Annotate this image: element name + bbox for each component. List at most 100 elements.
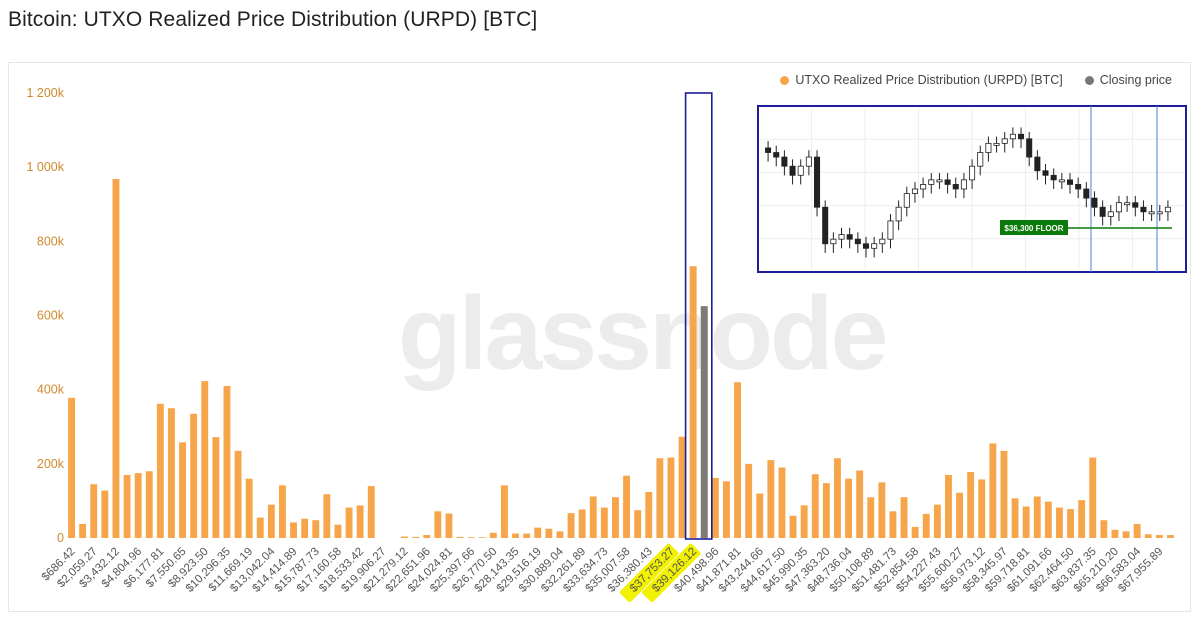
bar (234, 450, 242, 538)
candle-body (1156, 211, 1163, 215)
bar (1155, 535, 1163, 538)
bar (723, 481, 730, 538)
candle-body (887, 220, 894, 240)
bar (578, 509, 586, 538)
candle-body (830, 238, 837, 245)
candle-body (952, 184, 959, 190)
bar (956, 492, 963, 538)
bar (489, 532, 497, 538)
y-tick-label: 200k (37, 457, 65, 471)
candle-body (862, 243, 870, 249)
bar (1111, 529, 1119, 538)
candle-body (1132, 202, 1139, 208)
page-title: Bitcoin: UTXO Realized Price Distributio… (8, 8, 538, 31)
bar (1100, 520, 1108, 538)
label-highlight (619, 543, 679, 603)
y-tick-label: 0 (57, 531, 64, 545)
candle-body (846, 234, 853, 240)
bar (79, 523, 87, 538)
bar (456, 536, 464, 538)
candle-body (969, 165, 976, 181)
candle-body (1107, 211, 1114, 217)
bars-group (68, 179, 1174, 539)
candle-body (1018, 133, 1025, 140)
candle-body (895, 206, 902, 222)
floor-label: $36,300 FLOOR (1004, 224, 1063, 233)
y-tick-label: 800k (37, 234, 65, 248)
bar (856, 470, 864, 538)
candle-body (1001, 138, 1008, 144)
bar (1067, 509, 1074, 538)
candle-body (1083, 188, 1090, 199)
closing-price-bar (700, 306, 708, 538)
candle-body (781, 156, 788, 167)
bar (401, 536, 408, 538)
bar (922, 513, 930, 538)
bar (556, 531, 564, 538)
bar (933, 504, 941, 539)
candle-body (822, 206, 829, 245)
bar (345, 507, 353, 538)
candle-body (903, 193, 910, 208)
bar (356, 505, 364, 538)
bar (223, 385, 231, 538)
floor-label-bg (1000, 220, 1068, 235)
bar (312, 520, 320, 538)
bar (1133, 523, 1141, 538)
bar (101, 490, 109, 538)
bar (645, 492, 653, 538)
bar (445, 513, 453, 538)
bar (267, 504, 275, 539)
candle-body (944, 179, 951, 185)
candle-body (1034, 156, 1041, 172)
candle-body (1099, 206, 1106, 217)
bar (434, 511, 442, 538)
candle-body (993, 142, 1000, 146)
bar (68, 397, 75, 538)
bar (90, 484, 98, 538)
bar (1089, 457, 1097, 538)
candle-body (773, 152, 780, 158)
bar (889, 511, 897, 538)
bar (501, 485, 508, 538)
label-highlight (642, 543, 701, 603)
bar (1011, 498, 1019, 538)
legend-dot-closing (1084, 75, 1094, 85)
bar (478, 537, 486, 538)
bar (1000, 450, 1008, 538)
candle-body (1140, 206, 1147, 213)
bar (656, 458, 664, 538)
candle-body (871, 243, 878, 249)
bar (1022, 506, 1030, 538)
bar (256, 517, 264, 538)
bar (878, 482, 886, 539)
candle-body (838, 234, 845, 240)
x-tick-highlight (619, 543, 679, 603)
candle-body (920, 184, 927, 190)
bar (967, 471, 975, 538)
candle-body (960, 179, 967, 190)
candle-body (1026, 138, 1033, 158)
bar (190, 413, 198, 538)
candle-body (985, 142, 992, 153)
legend-item-closing[interactable]: Closing price (1084, 73, 1172, 87)
bar (301, 518, 309, 538)
legend-label-closing: Closing price (1099, 73, 1172, 87)
chart-panel (8, 62, 1191, 612)
bar (734, 382, 741, 538)
bar (689, 266, 697, 538)
chart-legend: UTXO Realized Price Distribution (URPD) … (780, 73, 1172, 87)
bar (900, 497, 908, 538)
legend-item-urpd[interactable]: UTXO Realized Price Distribution (URPD) … (780, 73, 1063, 87)
bar (1167, 535, 1174, 538)
candle-body (1115, 202, 1122, 213)
candle-body (797, 165, 804, 176)
candle-body (854, 238, 861, 245)
bar (290, 522, 297, 538)
legend-dot-urpd (780, 75, 790, 85)
candle-body (977, 152, 984, 167)
candle-body (1050, 174, 1057, 181)
bar (989, 443, 997, 538)
bar (467, 537, 475, 538)
